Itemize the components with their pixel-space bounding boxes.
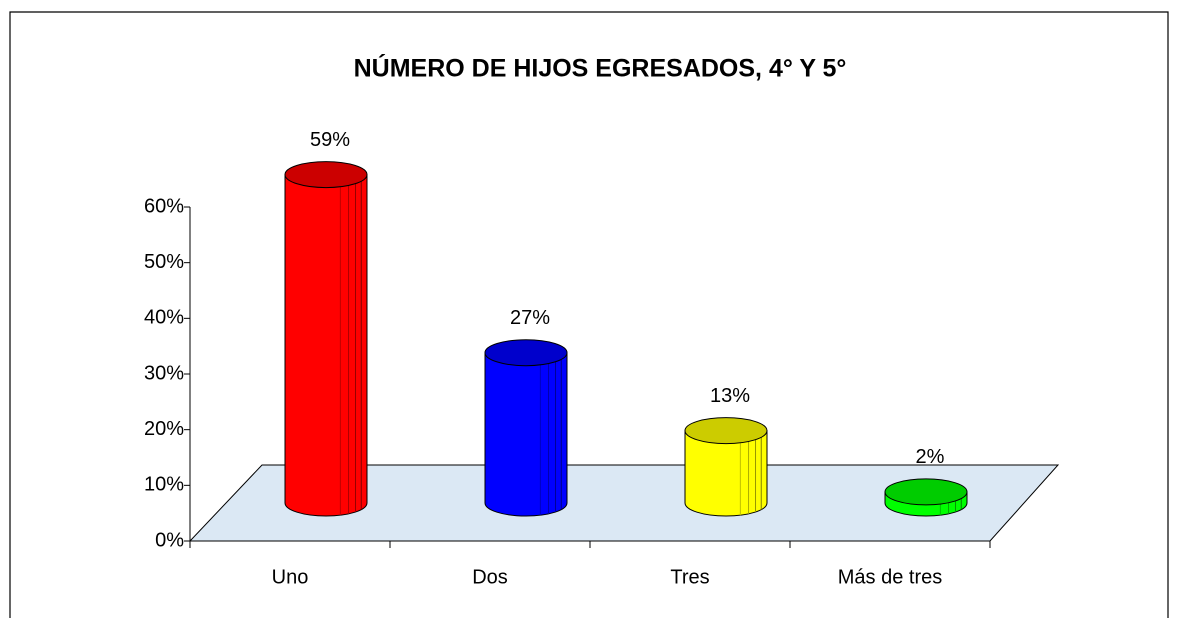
x-tick-label: Dos <box>472 566 508 588</box>
value-label: 2% <box>916 446 945 468</box>
y-tick-label: 60% <box>144 195 184 217</box>
bar <box>884 478 968 517</box>
y-tick-label: 10% <box>144 474 184 496</box>
y-tick-label: 50% <box>144 251 184 273</box>
x-tick-label: Más de tres <box>838 566 942 588</box>
y-tick-label: 20% <box>144 418 184 440</box>
bar <box>684 417 768 517</box>
value-label: 27% <box>510 307 550 329</box>
x-tick-label: Uno <box>272 566 309 588</box>
value-label: 59% <box>310 129 350 151</box>
x-tick-label: Tres <box>670 566 709 588</box>
bar <box>284 161 368 517</box>
value-label: 13% <box>710 385 750 407</box>
y-tick-label: 0% <box>155 529 184 551</box>
frame <box>9 11 1169 618</box>
y-tick-label: 40% <box>144 307 184 329</box>
chart-title: NÚMERO DE HIJOS EGRESADOS, 4° Y 5° <box>354 53 847 83</box>
bar <box>484 339 568 517</box>
y-tick-label: 30% <box>144 362 184 384</box>
